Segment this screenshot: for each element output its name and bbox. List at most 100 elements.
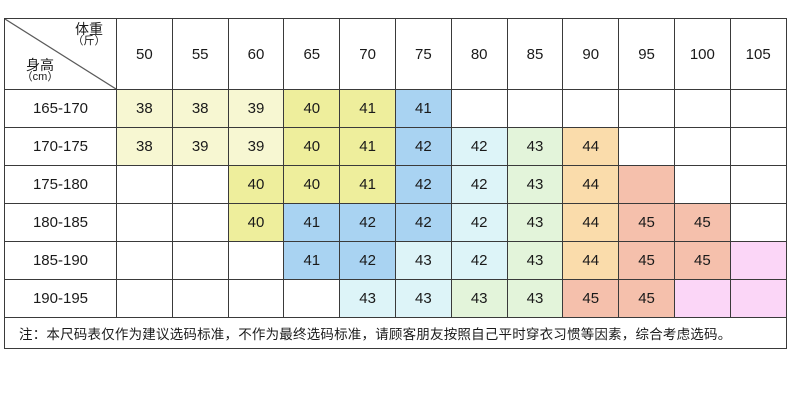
- row-header-height-185-190: 185-190: [4, 241, 117, 280]
- size-cell: 45: [562, 279, 620, 318]
- size-cell: [283, 279, 341, 318]
- size-cell: 45: [673, 241, 731, 280]
- size-cell: 42: [450, 165, 508, 204]
- row-header-height-175-180: 175-180: [4, 165, 117, 204]
- size-cell: [618, 127, 675, 166]
- size-cell: 43: [506, 127, 564, 166]
- size-cell: [227, 241, 285, 280]
- size-chart-table: 体重 （斤） 身高 （cm） 50 55 60 65 70 75 80 85 90 95 100 10…: [4, 18, 787, 349]
- footnote-text: 注：本尺码表仅作为建议选码标准，不作为最终选码标准，请顾客朋友按照自己平时穿衣习…: [4, 317, 787, 349]
- size-cell: 40: [227, 165, 285, 204]
- size-cell: 40: [283, 89, 341, 128]
- row-header-height-165-170: 165-170: [4, 89, 117, 128]
- corner-header-cell: 体重 （斤） 身高 （cm）: [4, 18, 117, 90]
- size-cell: [171, 241, 229, 280]
- size-cell: 41: [339, 89, 396, 128]
- size-cell: 41: [283, 241, 341, 280]
- footnote-row: 注：本尺码表仅作为建议选码标准，不作为最终选码标准，请顾客朋友按照自己平时穿衣习…: [4, 317, 787, 349]
- size-cell: 43: [506, 165, 564, 204]
- size-cell: 41: [339, 165, 396, 204]
- size-cell: 43: [450, 279, 508, 318]
- size-cell: 41: [339, 127, 396, 166]
- column-header-weight-65: 65: [283, 18, 341, 90]
- size-cell: 39: [171, 127, 229, 166]
- weight-axis-label-unit: （斤）: [72, 35, 106, 48]
- size-cell: 41: [283, 203, 341, 242]
- size-chart-container: 体重 （斤） 身高 （cm） 50 55 60 65 70 75 80 85 90 95 100 10…: [4, 18, 787, 349]
- table-row: 175-180 40 40 41 42 42 43 44: [4, 165, 787, 204]
- size-cell: 44: [562, 203, 620, 242]
- column-header-weight-80: 80: [450, 18, 508, 90]
- size-cell: 45: [673, 203, 731, 242]
- weight-axis-label-main: 体重: [75, 21, 103, 37]
- size-cell: 42: [339, 241, 396, 280]
- size-cell: 44: [562, 165, 620, 204]
- size-cell: [673, 279, 731, 318]
- column-header-weight-105: 105: [729, 18, 787, 90]
- size-cell: 42: [339, 203, 396, 242]
- table-row: 180-185 40 41 42 42 42 43 44 45 45: [4, 203, 787, 242]
- size-cell: [171, 165, 229, 204]
- size-cell: 40: [227, 203, 285, 242]
- size-cell: 39: [227, 89, 285, 128]
- size-cell: [729, 165, 787, 204]
- height-axis-label-main: 身高: [26, 56, 54, 73]
- size-cell: [729, 203, 787, 242]
- size-cell: 44: [562, 241, 620, 280]
- size-cell: 45: [618, 203, 675, 242]
- column-header-weight-95: 95: [618, 18, 675, 90]
- size-cell: 39: [227, 127, 285, 166]
- height-axis-label-unit: （cm）: [21, 71, 59, 84]
- size-cell: 40: [283, 127, 341, 166]
- size-cell: [450, 89, 508, 128]
- column-header-weight-85: 85: [506, 18, 564, 90]
- table-row: 170-175 38 39 39 40 41 42 42 43 44: [4, 127, 787, 166]
- size-cell: 45: [618, 241, 675, 280]
- size-cell: 38: [116, 127, 173, 166]
- size-cell: 43: [394, 241, 452, 280]
- size-cell: [729, 279, 787, 318]
- size-cell: 43: [394, 279, 452, 318]
- size-cell: 42: [394, 165, 452, 204]
- size-cell: [673, 89, 731, 128]
- size-cell: [227, 279, 285, 318]
- column-header-weight-100: 100: [673, 18, 731, 90]
- size-cell: [116, 203, 173, 242]
- column-header-weight-55: 55: [171, 18, 229, 90]
- size-cell: 42: [394, 203, 452, 242]
- size-cell: 45: [618, 279, 675, 318]
- row-header-height-170-175: 170-175: [4, 127, 117, 166]
- table-row: 190-195 43 43 43 43 45 45: [4, 279, 787, 318]
- size-cell: [673, 127, 731, 166]
- size-cell: [729, 241, 787, 280]
- size-cell: [116, 241, 173, 280]
- size-cell: 43: [506, 279, 564, 318]
- size-cell: [618, 89, 675, 128]
- size-cell: 42: [450, 127, 508, 166]
- size-cell: [116, 279, 173, 318]
- column-header-weight-60: 60: [227, 18, 285, 90]
- size-cell: [171, 203, 229, 242]
- size-cell: 43: [339, 279, 396, 318]
- table-row: 165-170 38 38 39 40 41 41: [4, 89, 787, 128]
- size-cell: [562, 89, 620, 128]
- column-header-weight-75: 75: [394, 18, 452, 90]
- size-cell: [729, 89, 787, 128]
- size-chart-body: 体重 （斤） 身高 （cm） 50 55 60 65 70 75 80 85 90 95 100 10…: [4, 18, 787, 349]
- size-cell: 43: [506, 203, 564, 242]
- size-cell: 43: [506, 241, 564, 280]
- size-cell: [506, 89, 564, 128]
- size-cell: [673, 165, 731, 204]
- size-cell: 41: [394, 89, 452, 128]
- column-header-weight-50: 50: [116, 18, 173, 90]
- height-axis-label: 身高 （cm）: [11, 58, 69, 84]
- size-cell: 38: [171, 89, 229, 128]
- column-header-weight-90: 90: [562, 18, 620, 90]
- size-cell: [729, 127, 787, 166]
- size-cell: 42: [394, 127, 452, 166]
- column-header-weight-70: 70: [339, 18, 396, 90]
- table-row: 185-190 41 42 43 42 43 44 45 45: [4, 241, 787, 280]
- size-cell: 42: [450, 241, 508, 280]
- size-cell: [618, 165, 675, 204]
- size-cell: [116, 165, 173, 204]
